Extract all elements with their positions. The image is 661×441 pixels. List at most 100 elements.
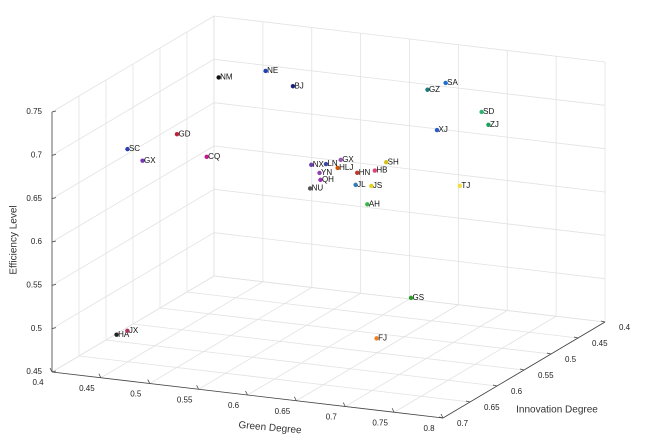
point xyxy=(125,146,130,152)
grid-line xyxy=(213,102,606,150)
grid-line xyxy=(51,15,215,113)
y-tick-label: 0.45 xyxy=(592,339,608,348)
tick-mark xyxy=(294,396,297,401)
point xyxy=(353,182,358,188)
point xyxy=(372,168,378,173)
y-tick-label: 0.55 xyxy=(538,371,554,380)
point-label: JL xyxy=(357,180,366,189)
point xyxy=(174,131,180,137)
z-tick-label: 0.65 xyxy=(26,194,42,203)
tick-mark xyxy=(196,385,199,390)
grid-line xyxy=(132,323,525,371)
grid-line xyxy=(213,145,606,193)
z-tick-label: 0.6 xyxy=(31,237,43,246)
tick-mark xyxy=(51,240,57,243)
point-label: JS xyxy=(373,181,382,190)
grid-line xyxy=(213,188,606,236)
point-label: QH xyxy=(322,175,334,184)
point-label: GX xyxy=(144,156,156,165)
tick-mark xyxy=(51,153,57,156)
tick-mark xyxy=(51,327,57,330)
tick-mark xyxy=(391,408,395,413)
tick-mark xyxy=(51,197,57,200)
tick-mark xyxy=(438,416,444,419)
point-label: LN xyxy=(327,159,337,168)
point xyxy=(204,154,209,160)
z-axis-label: Efficiency Level xyxy=(9,205,20,274)
point xyxy=(434,127,440,133)
grid-line xyxy=(51,58,215,156)
point-label: NU xyxy=(312,184,324,193)
point xyxy=(317,170,322,176)
point-label: HB xyxy=(376,166,387,175)
point xyxy=(365,202,370,207)
grid-line xyxy=(213,58,606,106)
tick-mark xyxy=(51,283,57,286)
x-tick-label: 0.55 xyxy=(177,395,193,404)
grid-line xyxy=(51,275,215,373)
tick-mark xyxy=(465,400,471,403)
y-axis-label: Innovation Degree xyxy=(516,405,598,416)
x-tick-label: 0.8 xyxy=(423,424,435,433)
x-tick-label: 0.75 xyxy=(372,418,388,427)
point xyxy=(309,162,314,168)
point xyxy=(263,68,268,74)
point-label: GD xyxy=(178,129,190,138)
y-tick-label: 0.7 xyxy=(457,419,469,428)
tick-mark xyxy=(147,379,151,384)
point-label: HA xyxy=(118,330,130,339)
point xyxy=(369,183,374,189)
point xyxy=(140,158,145,163)
grid-line xyxy=(159,307,552,355)
point xyxy=(338,157,343,163)
point xyxy=(355,170,360,176)
point-label: SD xyxy=(483,107,494,116)
z-tick-label: 0.5 xyxy=(31,324,43,333)
tick-mark xyxy=(440,413,444,419)
grid-line xyxy=(186,291,579,339)
point xyxy=(335,165,340,171)
x-tick-label: 0.5 xyxy=(130,390,142,399)
point xyxy=(486,122,491,127)
point-label: SA xyxy=(447,78,458,87)
point-label: FJ xyxy=(378,333,387,342)
tick-mark xyxy=(98,373,102,378)
x-tick-label: 0.4 xyxy=(32,378,44,387)
z-tick-label: 0.55 xyxy=(26,280,42,289)
tick-mark xyxy=(600,320,606,323)
point-label: CQ xyxy=(208,152,220,161)
x-tick-label: 0.6 xyxy=(228,401,240,410)
y-tick-label: 0.65 xyxy=(484,403,500,412)
point-label: JX xyxy=(129,326,139,335)
point-label: NM xyxy=(220,73,233,82)
point xyxy=(457,183,463,188)
tick-mark xyxy=(492,384,498,387)
z-tick-label: 0.75 xyxy=(26,107,42,116)
tick-mark xyxy=(51,110,57,113)
point xyxy=(425,87,430,92)
point-label: SH xyxy=(388,157,399,166)
point-label: GX xyxy=(342,155,354,164)
point xyxy=(216,75,221,80)
y-tick-label: 0.6 xyxy=(511,387,523,396)
point-label: GS xyxy=(412,293,424,302)
tick-mark xyxy=(245,390,248,396)
point-label: NE xyxy=(267,66,278,75)
x-tick-label: 0.7 xyxy=(326,413,338,422)
x-tick-label: 0.65 xyxy=(275,407,291,416)
point xyxy=(318,177,323,183)
tick-mark xyxy=(49,367,53,373)
grid-line xyxy=(213,15,606,63)
point xyxy=(383,160,389,165)
grid-line xyxy=(51,232,215,330)
z-tick-label: 0.7 xyxy=(31,150,43,159)
tick-mark xyxy=(546,352,552,355)
grid-line xyxy=(78,355,471,403)
tick-mark xyxy=(573,336,579,339)
point xyxy=(479,109,484,115)
point-label: AH xyxy=(369,199,380,208)
point xyxy=(408,295,414,301)
point xyxy=(114,332,119,337)
